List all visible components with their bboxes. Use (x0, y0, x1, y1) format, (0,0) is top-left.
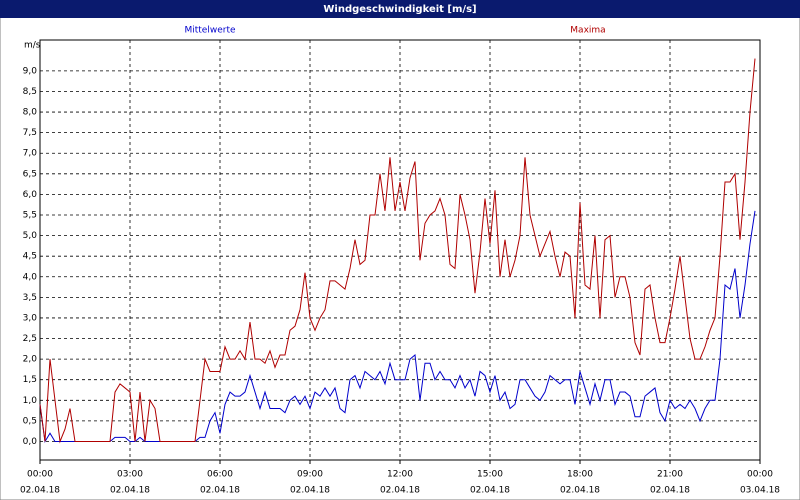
x-tick-date: 02.04.18 (290, 486, 330, 496)
y-tick-label: 2,0 (23, 355, 38, 365)
x-tick-label: 15:00 (477, 470, 503, 480)
y-tick-label: 3,5 (23, 293, 37, 303)
x-tick-date: 02.04.18 (20, 486, 60, 496)
x-tick-date: 02.04.18 (470, 486, 510, 496)
x-tick-label: 00:00 (27, 470, 53, 480)
y-tick-label: 8,0 (23, 108, 38, 118)
x-tick-label: 21:00 (657, 470, 683, 480)
y-tick-label: 4,0 (23, 272, 38, 282)
y-tick-label: 8,5 (23, 87, 37, 97)
x-tick-label: 18:00 (567, 470, 593, 480)
legend-label: Mittelwerte (184, 26, 235, 36)
y-tick-label: 1,0 (23, 396, 38, 406)
x-tick-label: 03:00 (117, 470, 143, 480)
y-tick-label: 5,5 (23, 211, 37, 221)
series-line (39, 58, 756, 444)
legend-label: Maxima (570, 26, 605, 36)
x-tick-date: 02.04.18 (200, 486, 240, 496)
series-line (39, 210, 756, 443)
y-tick-label: 6,0 (23, 190, 38, 200)
x-tick-date: 02.04.18 (380, 486, 420, 496)
y-unit: m/s (24, 41, 41, 51)
y-tick-label: 4,5 (23, 252, 37, 262)
y-tick-label: 0,5 (23, 416, 37, 426)
y-tick-label: 5,0 (23, 231, 38, 241)
y-tick-label: 7,0 (23, 149, 38, 159)
title-bar (0, 0, 800, 18)
y-tick-label: 6,5 (23, 169, 37, 179)
x-tick-date: 02.04.18 (110, 486, 150, 496)
x-tick-label: 06:00 (207, 470, 233, 480)
x-tick-label: 12:00 (387, 470, 413, 480)
x-tick-date: 02.04.18 (650, 486, 690, 496)
x-tick-date: 02.04.18 (560, 486, 600, 496)
x-tick-date: 03.04.18 (740, 486, 780, 496)
y-tick-label: 2,5 (23, 334, 37, 344)
y-tick-label: 9,0 (23, 66, 38, 76)
y-tick-label: 7,5 (23, 128, 37, 138)
y-tick-label: 3,0 (23, 313, 38, 323)
x-tick-label: 00:00 (747, 470, 773, 480)
x-tick-label: 09:00 (297, 470, 323, 480)
y-tick-label: 0,0 (23, 437, 38, 447)
y-tick-label: 1,5 (23, 375, 37, 385)
chart-title: Windgeschwindigkeit [m/s] (323, 4, 476, 15)
